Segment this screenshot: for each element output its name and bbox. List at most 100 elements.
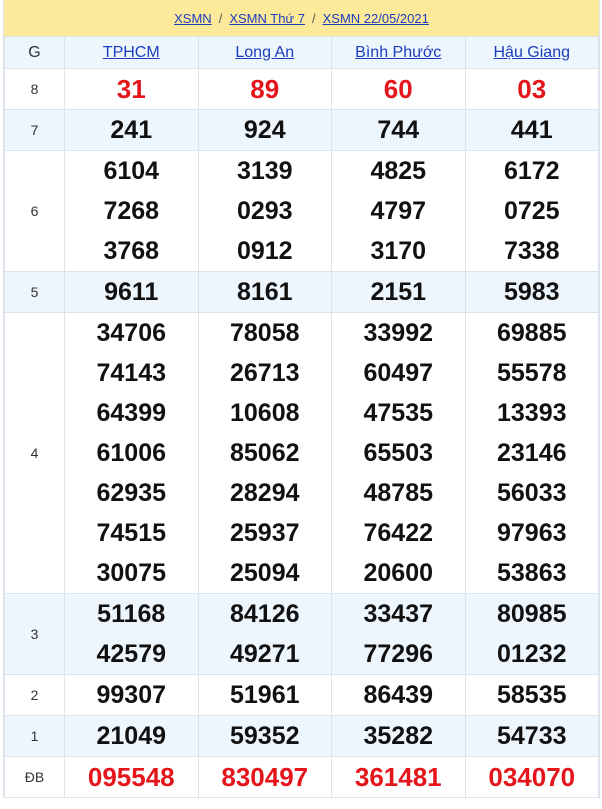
result-number: 2151: [370, 278, 427, 306]
province-header: Bình Phước: [331, 36, 466, 69]
result-number: 80985: [496, 600, 567, 628]
result-cell: 034070: [464, 756, 599, 798]
result-cell: 89: [197, 68, 332, 110]
result-number: 42579: [96, 640, 167, 668]
result-number: 58535: [496, 681, 567, 709]
result-cell: 4825 4797 3170: [331, 150, 466, 272]
result-number: 86439: [363, 681, 434, 709]
result-cell: 8161: [197, 271, 332, 313]
result-number: 54733: [496, 722, 567, 750]
prize-row: 8 31 89 60 03: [4, 68, 599, 110]
prize-label: 7: [4, 109, 65, 151]
result-cell: 33992 60497 47535 65503 48785 76422 20600: [331, 312, 466, 594]
result-cell: 51168 42579: [64, 593, 199, 675]
result-cell: 33437 77296: [331, 593, 466, 675]
result-cell: 5983: [464, 271, 599, 313]
result-cell: 69885 55578 13393 23146 56033 97963 53863: [464, 312, 599, 594]
result-number: 85062: [229, 439, 300, 467]
result-number: 361481: [354, 762, 442, 792]
result-cell: 241: [64, 109, 199, 151]
result-number: 924: [243, 116, 286, 144]
result-cell: 60: [331, 68, 466, 110]
result-number: 78058: [229, 319, 300, 347]
result-number: 441: [510, 116, 553, 144]
result-number: 60497: [363, 359, 434, 387]
result-number: 97963: [496, 519, 567, 547]
result-cell: 58535: [464, 674, 599, 716]
result-number: 30075: [96, 559, 167, 587]
prize-label: 4: [4, 312, 65, 594]
result-cell: 21049: [64, 715, 199, 757]
result-number: 76422: [363, 519, 434, 547]
result-cell: 54733: [464, 715, 599, 757]
result-number: 4797: [370, 197, 427, 225]
result-number: 20600: [363, 559, 434, 587]
result-number: 35282: [363, 722, 434, 750]
province-link-tphcm[interactable]: TPHCM: [102, 43, 160, 61]
prize-label: 8: [4, 68, 65, 110]
result-number: 830497: [221, 762, 309, 792]
prize-label: ĐB: [4, 756, 65, 798]
prize-label: 6: [4, 150, 65, 272]
result-number: 65503: [363, 439, 434, 467]
result-number: 9611: [104, 278, 159, 306]
result-cell: 34706 74143 64399 61006 62935 74515 30075: [64, 312, 199, 594]
result-number: 33437: [363, 600, 434, 628]
result-cell: 2151: [331, 271, 466, 313]
prize-row: 4 34706 74143 64399 61006 62935 74515 30075 7805…: [4, 312, 599, 594]
province-header: Hậu Giang: [464, 36, 599, 69]
results-panel: XSMN / XSMN Thứ 7 / XSMN 22/05/2021 G TP…: [3, 0, 600, 798]
result-number: 3170: [370, 237, 427, 265]
result-cell: 35282: [331, 715, 466, 757]
breadcrumb-date[interactable]: XSMN 22/05/2021: [322, 10, 429, 26]
province-link-hau-giang[interactable]: Hậu Giang: [493, 43, 571, 61]
result-number: 59352: [229, 722, 300, 750]
result-number: 48785: [363, 479, 434, 507]
result-number: 0293: [236, 197, 293, 225]
breadcrumb-xsmn-thu7[interactable]: XSMN Thứ 7: [229, 10, 305, 26]
result-number: 21049: [96, 722, 167, 750]
result-number: 3768: [103, 237, 160, 265]
result-number: 8161: [236, 278, 293, 306]
prize-label: 5: [4, 271, 65, 313]
prize-label: 1: [4, 715, 65, 757]
results-table: G TPHCM Long An Bình Phước Hậu Giang 8 31…: [4, 36, 599, 798]
result-cell: 59352: [197, 715, 332, 757]
province-link-long-an[interactable]: Long An: [235, 43, 295, 61]
prize-row: 7 241 924 744 441: [4, 109, 599, 151]
result-number: 0912: [236, 237, 293, 265]
result-cell: 31: [64, 68, 199, 110]
prize-row: ĐB 095548 830497 361481 034070: [4, 756, 599, 798]
result-cell: 03: [464, 68, 599, 110]
breadcrumb-xsmn[interactable]: XSMN: [174, 10, 212, 26]
result-number: 4825: [370, 157, 427, 185]
result-cell: 441: [464, 109, 599, 151]
province-header: Long An: [197, 36, 332, 69]
result-number: 5983: [503, 278, 560, 306]
header-row: G TPHCM Long An Bình Phước Hậu Giang: [4, 36, 599, 69]
result-number: 25094: [229, 559, 300, 587]
result-number: 56033: [496, 479, 567, 507]
result-number: 3139: [236, 157, 293, 185]
result-number: 034070: [488, 762, 576, 792]
province-link-binh-phuoc[interactable]: Bình Phước: [355, 43, 442, 61]
result-number: 31: [116, 74, 146, 104]
province-header: TPHCM: [64, 36, 199, 69]
result-number: 49271: [229, 640, 300, 668]
prize-label: 2: [4, 674, 65, 716]
result-number: 62935: [96, 479, 167, 507]
result-number: 51961: [229, 681, 300, 709]
result-cell: 361481: [331, 756, 466, 798]
result-number: 51168: [97, 600, 166, 628]
result-number: 7338: [503, 237, 560, 265]
result-number: 61006: [96, 439, 167, 467]
result-cell: 6104 7268 3768: [64, 150, 199, 272]
result-cell: 744: [331, 109, 466, 151]
breadcrumb-separator: /: [218, 10, 223, 26]
result-number: 74143: [96, 359, 167, 387]
result-number: 10608: [229, 399, 300, 427]
result-number: 89: [250, 74, 280, 104]
result-number: 69885: [496, 319, 567, 347]
result-number: 23146: [496, 439, 567, 467]
result-cell: 3139 0293 0912: [197, 150, 332, 272]
